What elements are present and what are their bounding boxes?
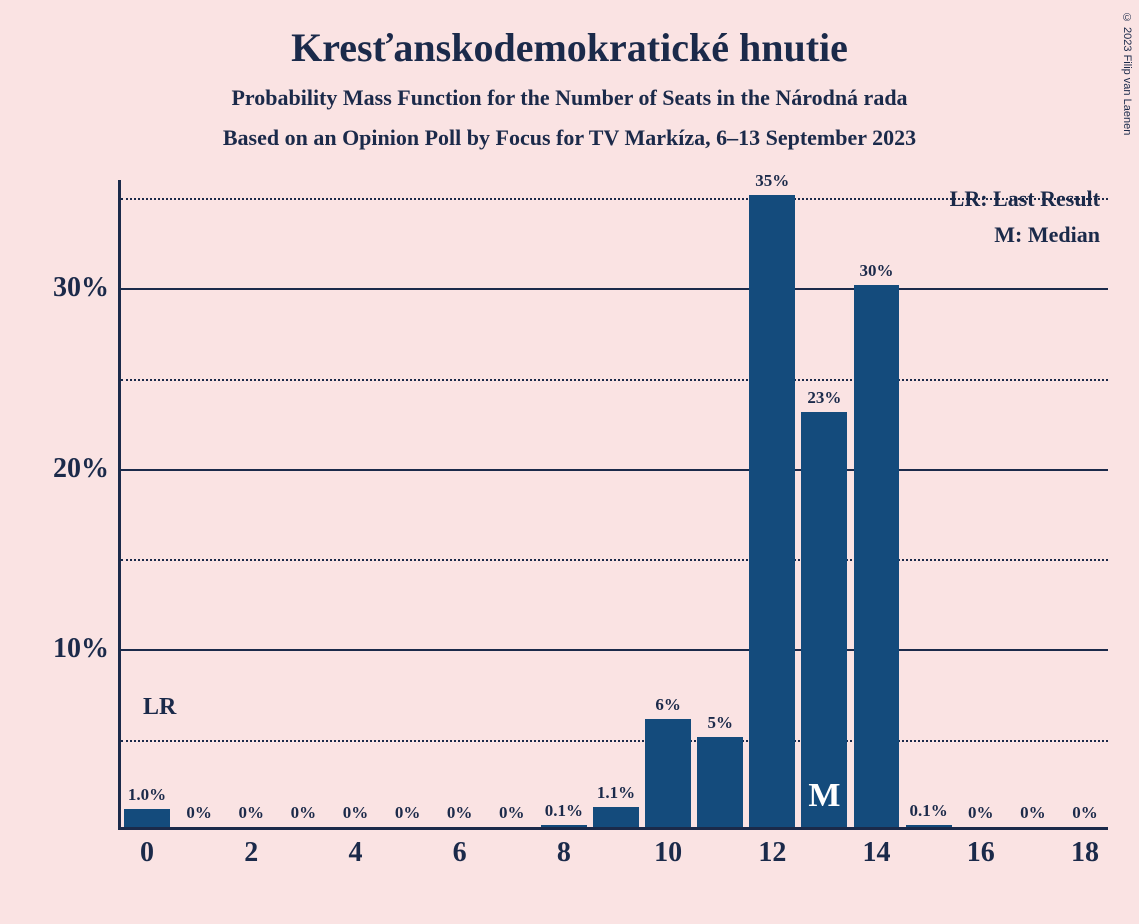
gridline-major: [121, 469, 1108, 471]
x-axis-tick: 10: [654, 837, 682, 869]
bar-label: 35%: [749, 171, 795, 191]
x-axis-tick: 16: [967, 837, 995, 869]
legend-m: M: Median: [950, 222, 1100, 248]
bar-label: 0.1%: [541, 801, 587, 821]
bar-label: 0%: [333, 803, 379, 823]
bar-label: 5%: [697, 713, 743, 733]
x-axis-tick: 18: [1071, 837, 1099, 869]
x-axis-tick: 12: [758, 837, 786, 869]
chart-subtitle-1: Probability Mass Function for the Number…: [0, 85, 1139, 111]
gridline-minor: [121, 740, 1108, 742]
bar-label: 0%: [1010, 803, 1056, 823]
bar-label: 23%: [801, 388, 847, 408]
chart-title: Kresťanskodemokratické hnutie: [0, 0, 1139, 71]
x-axis-tick: 0: [140, 837, 154, 869]
chart-container: LR: Last Result M: Median 10%20%30%1.0%0…: [38, 180, 1108, 880]
bar-label: 0%: [437, 803, 483, 823]
y-axis-tick: 20%: [53, 453, 109, 485]
bar-label: 0%: [958, 803, 1004, 823]
gridline-major: [121, 649, 1108, 651]
bar-label: 0%: [1062, 803, 1108, 823]
gridline-minor: [121, 198, 1108, 200]
legend: LR: Last Result M: Median: [950, 186, 1100, 258]
y-axis-tick: 30%: [53, 272, 109, 304]
x-axis-tick: 14: [863, 837, 891, 869]
gridline-major: [121, 288, 1108, 290]
copyright-text: © 2023 Filip van Laenen: [1121, 12, 1133, 135]
bar-14: 30%: [854, 285, 900, 827]
bar-label: 0%: [489, 803, 535, 823]
bar-11: 5%: [697, 737, 743, 827]
bar-label: 1.1%: [593, 783, 639, 803]
bar-label: 0%: [228, 803, 274, 823]
bar-label: 30%: [854, 261, 900, 281]
bar-label: 0%: [385, 803, 431, 823]
chart-subtitle-2: Based on an Opinion Poll by Focus for TV…: [0, 125, 1139, 151]
bar-12: 35%: [749, 195, 795, 827]
x-axis-tick: 2: [244, 837, 258, 869]
bar-label: 1.0%: [124, 785, 170, 805]
bar-0: 1.0%: [124, 809, 170, 827]
bar-label: 0.1%: [906, 801, 952, 821]
median-marker: M: [801, 777, 847, 815]
bar-13: 23%M: [801, 412, 847, 827]
bar-15: 0.1%: [906, 825, 952, 827]
bar-9: 1.1%: [593, 807, 639, 827]
bar-8: 0.1%: [541, 825, 587, 827]
bar-label: 0%: [176, 803, 222, 823]
bar-10: 6%: [645, 719, 691, 827]
gridline-minor: [121, 559, 1108, 561]
gridline-minor: [121, 379, 1108, 381]
lr-marker: LR: [143, 694, 176, 721]
x-axis-tick: 4: [348, 837, 362, 869]
y-axis-tick: 10%: [53, 633, 109, 665]
bar-label: 0%: [280, 803, 326, 823]
bar-label: 6%: [645, 695, 691, 715]
x-axis-tick: 8: [557, 837, 571, 869]
x-axis-tick: 6: [453, 837, 467, 869]
plot-area: LR: Last Result M: Median 10%20%30%1.0%0…: [118, 180, 1108, 830]
